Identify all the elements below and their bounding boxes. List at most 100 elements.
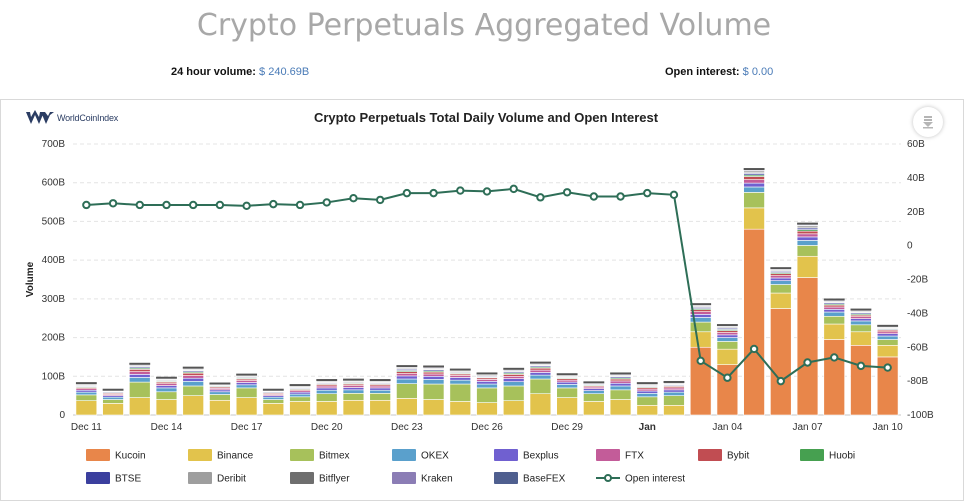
logo-text: WorldCoinIndex xyxy=(57,113,119,123)
bar-segment xyxy=(770,292,792,309)
bar-segment xyxy=(316,393,338,402)
legend-item: Kraken xyxy=(392,472,453,485)
y2-tick-label: -80B xyxy=(907,376,928,387)
volume-label: 24 hour volume: xyxy=(171,66,256,78)
bar-segment xyxy=(876,333,899,337)
open-interest-point xyxy=(456,186,465,195)
open-interest-value: $ 0.00 xyxy=(742,66,774,78)
bar-segment xyxy=(129,369,151,372)
bar-segment xyxy=(476,387,498,403)
bar-segment xyxy=(182,375,204,379)
bar-segment xyxy=(609,399,632,416)
y-axis-label: Volume xyxy=(25,261,36,297)
bar-segment xyxy=(182,385,204,396)
bar-segment xyxy=(823,323,845,340)
bar-segment xyxy=(529,369,552,373)
bar-segment xyxy=(823,306,845,310)
bar-cap xyxy=(556,373,578,376)
bar-segment xyxy=(636,405,658,416)
bars xyxy=(75,168,899,416)
bar-segment xyxy=(689,331,712,348)
bar-segment xyxy=(743,182,765,188)
bar-segment xyxy=(369,399,391,416)
bar-segment xyxy=(316,387,338,391)
bar-segment xyxy=(850,318,872,322)
x-tick-label: Dec 11 xyxy=(71,422,102,433)
bar-segment xyxy=(449,379,472,385)
y-tick-label: 600B xyxy=(42,178,66,189)
legend-item: Binance xyxy=(188,449,254,462)
bar-segment xyxy=(636,393,658,398)
bar-segment xyxy=(743,192,765,209)
bar-cap xyxy=(129,362,151,365)
bar-segment xyxy=(502,378,525,383)
bar-segment xyxy=(529,378,552,395)
bar-segment xyxy=(502,385,525,401)
bar-segment xyxy=(556,397,578,416)
bar-segment xyxy=(770,308,792,416)
bar-segment xyxy=(396,373,418,377)
bar-segment xyxy=(182,381,204,387)
y-tick-label: 0 xyxy=(59,410,65,421)
volume-stat: 24 hour volume: $ 240.69B xyxy=(171,66,309,78)
bar-segment xyxy=(235,384,258,389)
bar-segment xyxy=(342,389,365,394)
bar-segment xyxy=(209,391,231,395)
bar-segment xyxy=(770,277,792,281)
open-interest-point xyxy=(776,376,786,386)
bar-cap xyxy=(102,388,124,391)
bar-segment xyxy=(716,348,739,365)
open-interest-point xyxy=(108,199,118,208)
bar-segment xyxy=(716,334,739,338)
bar-segment xyxy=(396,398,418,416)
legend-item: Bexplus xyxy=(494,449,559,462)
bar-segment xyxy=(796,240,819,246)
bar-segment xyxy=(796,233,819,238)
bar-segment xyxy=(796,255,819,278)
x-tick-label: Jan 10 xyxy=(873,422,903,433)
worldcoinindex-logo-icon xyxy=(26,110,54,124)
bar-segment xyxy=(502,381,525,387)
open-interest-line xyxy=(86,187,888,383)
open-interest-point xyxy=(562,188,572,197)
bar-segment xyxy=(770,280,792,285)
bar-cap xyxy=(663,380,685,383)
legend-item: Bitmex xyxy=(290,449,350,462)
y2-tick-label: 40B xyxy=(907,173,925,184)
y2-tick-label: 60B xyxy=(907,139,925,150)
bar-segment xyxy=(422,383,445,400)
bar-segment xyxy=(369,389,391,394)
y-tick-label: 500B xyxy=(42,216,66,227)
legend-item: OKEX xyxy=(392,449,449,462)
bar-cap xyxy=(583,381,605,384)
bar-segment xyxy=(422,375,445,380)
open-interest-point xyxy=(749,344,759,354)
legend-label: BaseFEX xyxy=(523,474,566,485)
bar-segment xyxy=(155,399,178,416)
y-tick-label: 200B xyxy=(42,333,66,344)
bar-segment xyxy=(850,345,872,416)
bar-segment xyxy=(342,399,365,416)
bar-segment xyxy=(796,230,819,235)
bar-segment xyxy=(636,396,658,406)
legend-swatch xyxy=(392,472,416,484)
open-interest-label: Open interest: xyxy=(665,66,740,78)
bar-segment xyxy=(770,284,792,294)
bar-segment xyxy=(716,337,739,342)
legend-label: Bexplus xyxy=(523,451,559,462)
bar-segment xyxy=(663,389,685,393)
bar-segment xyxy=(716,332,739,336)
bar-cap xyxy=(716,324,738,327)
download-button[interactable] xyxy=(913,107,943,137)
open-interest-point xyxy=(643,188,652,198)
bar-segment xyxy=(262,399,285,404)
bar-segment xyxy=(556,384,578,389)
bar-segment xyxy=(422,379,445,385)
bar-cap xyxy=(877,324,899,327)
bar-segment xyxy=(716,341,739,350)
bar-cap xyxy=(797,222,818,225)
open-interest-point xyxy=(482,187,492,196)
bar-segment xyxy=(583,390,605,395)
bar-segment xyxy=(850,320,872,326)
open-interest-stat: Open interest: $ 0.00 xyxy=(665,66,773,78)
